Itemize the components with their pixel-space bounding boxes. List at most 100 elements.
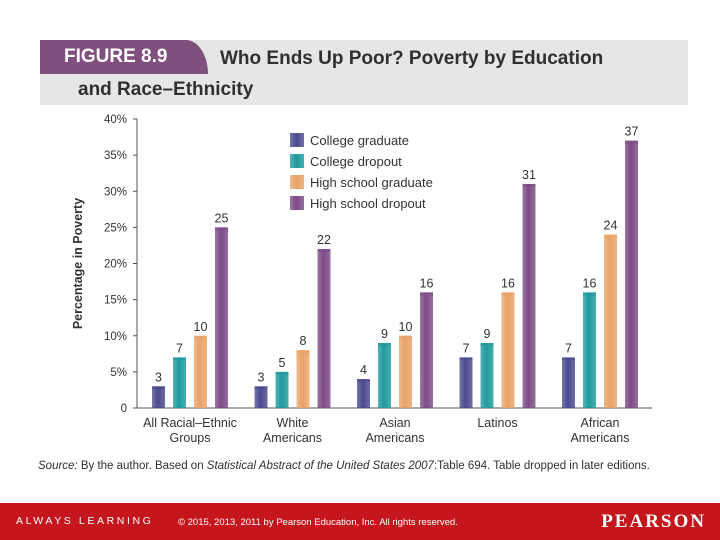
category-label: Latinos xyxy=(477,416,517,430)
bar-top xyxy=(378,342,391,346)
bar xyxy=(173,357,186,408)
category-label: Americans xyxy=(570,431,629,445)
bar-value-label: 31 xyxy=(522,168,536,182)
bar xyxy=(604,234,617,408)
bar-value-label: 24 xyxy=(604,219,618,233)
source-text-1: By the author. Based on xyxy=(77,460,207,472)
bar-value-label: 9 xyxy=(484,327,491,341)
bar xyxy=(399,335,412,408)
figure-title-line2: and Race–Ethnicity xyxy=(78,79,254,100)
bar-top xyxy=(480,342,494,346)
footer-bar: ALWAYS LEARNING © 2015, 2013, 2011 by Pe… xyxy=(0,503,720,540)
bar xyxy=(152,386,165,408)
bar-value-label: 22 xyxy=(317,233,331,247)
figure-label: FIGURE 8.9 xyxy=(64,46,168,67)
bar-value-label: 37 xyxy=(625,125,639,139)
y-tick-label: 0 xyxy=(121,403,127,415)
bar-top xyxy=(152,386,165,390)
bar-value-label: 25 xyxy=(215,211,229,225)
category-label: African xyxy=(581,416,620,430)
legend-label: High school dropout xyxy=(310,196,426,211)
y-tick-label: 40% xyxy=(104,114,127,126)
bar-value-label: 8 xyxy=(300,334,307,348)
bar xyxy=(194,335,207,408)
legend-swatch xyxy=(290,133,304,147)
bar xyxy=(378,342,391,408)
bar xyxy=(480,342,494,408)
bar-value-label: 10 xyxy=(399,320,413,334)
figure-tab xyxy=(40,40,208,74)
legend-label: High school graduate xyxy=(310,175,433,190)
figure-title-line1: Who Ends Up Poor? Poverty by Education xyxy=(220,48,604,69)
y-tick-label: 35% xyxy=(104,150,127,162)
bar-value-label: 5 xyxy=(279,356,286,370)
category-label: Asian xyxy=(379,416,410,430)
bar xyxy=(317,249,331,408)
bar xyxy=(296,350,310,408)
bar xyxy=(215,227,228,408)
category-label: All Racial–Ethnic xyxy=(143,416,237,430)
bar-top xyxy=(604,234,617,238)
source-text-2: :Table 694. Table dropped in later editi… xyxy=(433,460,650,472)
bar-top xyxy=(173,357,186,361)
y-tick-label: 30% xyxy=(104,186,127,198)
bar-top xyxy=(562,357,575,361)
bar xyxy=(459,357,473,408)
category-label: Americans xyxy=(365,431,424,445)
legend-label: College dropout xyxy=(310,154,402,169)
bar-top xyxy=(522,184,536,188)
bar xyxy=(357,379,370,408)
bar-top xyxy=(275,371,289,375)
category-label: Groups xyxy=(170,431,211,445)
bar xyxy=(625,140,638,409)
legend-swatch xyxy=(290,175,304,189)
bar-value-label: 3 xyxy=(258,370,265,384)
bar-value-label: 7 xyxy=(176,341,183,355)
copyright-text: © 2015, 2013, 2011 by Pearson Education,… xyxy=(178,517,458,528)
bar-value-label: 16 xyxy=(583,276,597,290)
y-tick-label: 5% xyxy=(110,367,127,379)
bar-top xyxy=(357,379,370,383)
y-tick-label: 20% xyxy=(104,259,127,271)
bar-top xyxy=(296,350,310,354)
bar xyxy=(501,292,515,408)
bar xyxy=(583,292,596,408)
legend-swatch xyxy=(290,154,304,168)
bar-top xyxy=(317,249,331,253)
bar-top xyxy=(420,292,433,296)
bar-top xyxy=(625,140,638,144)
bar-value-label: 4 xyxy=(360,363,367,377)
bar xyxy=(254,386,268,408)
bar-value-label: 7 xyxy=(463,341,470,355)
bar-value-label: 16 xyxy=(501,276,515,290)
bar xyxy=(522,184,536,408)
category-label: Americans xyxy=(263,431,322,445)
legend-label: College graduate xyxy=(310,133,409,148)
bar-top xyxy=(501,292,515,296)
y-tick-label: 15% xyxy=(104,295,127,307)
pearson-logo: PEARSON xyxy=(601,511,706,532)
bar-top xyxy=(254,386,268,390)
legend-swatch xyxy=(290,196,304,210)
y-axis-label: Percentage in Poverty xyxy=(71,198,85,329)
bar-top xyxy=(459,357,473,361)
source-note: Source: By the author. Based on Statisti… xyxy=(38,460,650,472)
bar-top xyxy=(583,292,596,296)
bar-value-label: 7 xyxy=(565,341,572,355)
poverty-bar-chart: 0 5% 10% 15% 20% 25% 30% 35% 40% Percentage in Po… xyxy=(71,114,652,445)
footer-tagline: ALWAYS LEARNING xyxy=(16,515,154,527)
bar xyxy=(562,357,575,408)
bar-top xyxy=(194,335,207,339)
bar-value-label: 16 xyxy=(420,276,434,290)
source-title: Statistical Abstract of the United State… xyxy=(206,460,434,472)
bar-value-label: 9 xyxy=(381,327,388,341)
bar xyxy=(275,371,289,408)
bar-top xyxy=(399,335,412,339)
bar-top xyxy=(215,227,228,231)
source-prefix: Source: xyxy=(38,460,78,472)
y-tick-label: 25% xyxy=(104,222,127,234)
bar-value-label: 3 xyxy=(155,370,162,384)
bar-value-label: 10 xyxy=(194,320,208,334)
bar xyxy=(420,292,433,408)
category-label: White xyxy=(277,416,309,430)
